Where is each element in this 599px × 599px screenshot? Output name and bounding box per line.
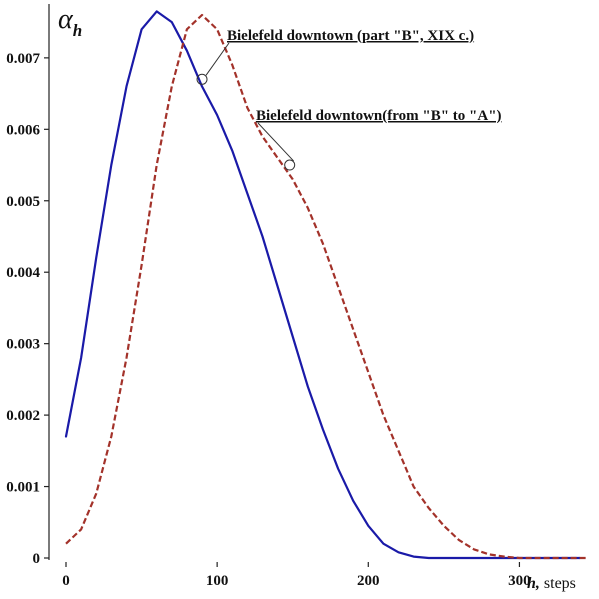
y-tick-label: 0.005 <box>6 194 40 210</box>
annotation-leader <box>205 42 230 76</box>
y-tick-label: 0.002 <box>6 408 40 424</box>
x-axis-title: h, steps <box>527 575 576 592</box>
y-tick-label: 0.006 <box>6 122 40 138</box>
y-tick-label: 0.003 <box>6 337 40 353</box>
y-axis: 0 0.001 0.002 0.003 0.004 0.005 0.006 0.007 <box>6 4 50 567</box>
x-tick-label: 0 <box>62 573 70 589</box>
x-tick-label: 100 <box>206 573 229 589</box>
annotation-marker <box>284 159 296 171</box>
x-tick-label: 300 <box>508 573 531 589</box>
annotation-layer: Bielefeld downtown (part "B", XIX c.) Bie… <box>196 28 502 171</box>
y-tick-label: 0.001 <box>6 480 40 496</box>
series-layer <box>64 10 588 560</box>
x-axis: 0 100 200 300 <box>62 562 531 589</box>
annotation-label: Bielefeld downtown(from "B" to "A") <box>256 108 502 124</box>
series-line-2 <box>65 13 588 560</box>
y-tick-label: 0.004 <box>6 265 40 281</box>
y-tick-label: 0.007 <box>6 51 40 67</box>
y-axis-title: αh <box>58 4 82 40</box>
series-line-1 <box>64 10 581 560</box>
annotation-marker <box>196 73 208 85</box>
annotation-leader <box>257 122 295 162</box>
x-tick-label: 200 <box>357 573 380 589</box>
annotation-label: Bielefeld downtown (part "B", XIX c.) <box>227 28 474 44</box>
y-tick-label: 0 <box>33 551 41 567</box>
